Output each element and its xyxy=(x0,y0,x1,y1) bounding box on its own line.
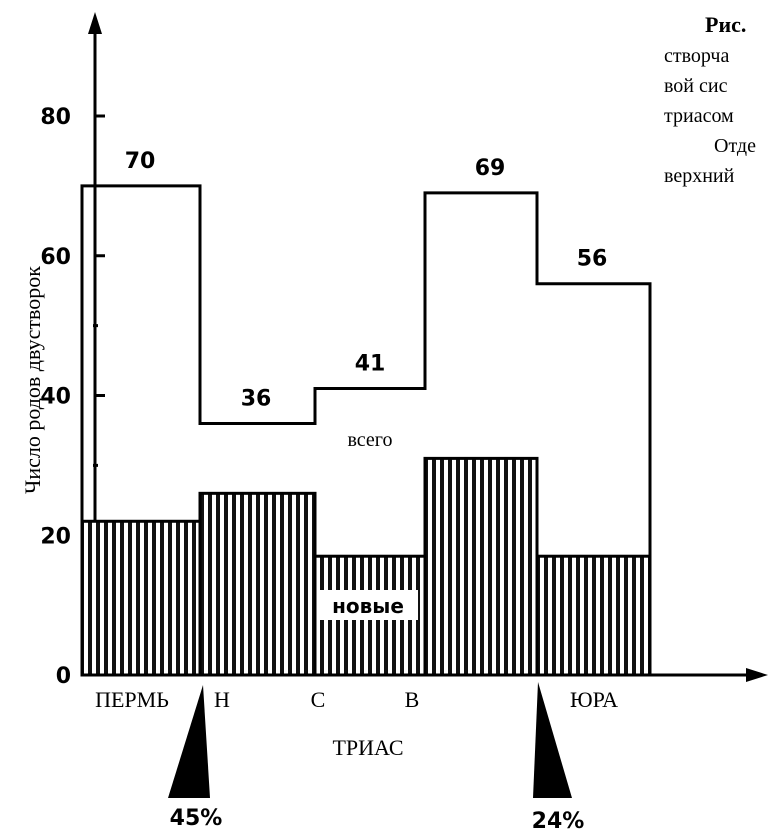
y-tick-label-40: 40 xyxy=(40,385,71,410)
extinction-label-0: 45% xyxy=(170,806,223,831)
extinction-wedge-1 xyxy=(533,682,572,798)
extinction-label-1: 24% xyxy=(532,809,585,832)
y-tick-label-20: 20 xyxy=(40,524,71,549)
new-genera-bar-1 xyxy=(198,491,317,677)
caption-line-1: створча xyxy=(664,45,729,67)
y-tick-label-80: 80 xyxy=(40,105,71,130)
extinction-markers: 45% 24% xyxy=(168,682,584,832)
caption-line-5: верхний xyxy=(664,165,735,187)
new-genera-bar-0 xyxy=(80,519,202,677)
category-label-1: Н xyxy=(214,687,230,712)
total-value-label-1: 36 xyxy=(241,386,272,411)
category-label-3: В xyxy=(405,687,420,712)
caption-fig: Рис. xyxy=(705,12,746,37)
total-value-labels: 70 36 41 69 56 xyxy=(125,149,608,412)
caption-fragments: Рис. створча вой сис триасом Отде верхни… xyxy=(664,12,756,187)
period-label: ТРИАС xyxy=(332,735,403,760)
category-label-5: ЮРА xyxy=(570,687,618,712)
total-genera-step xyxy=(80,184,652,675)
extinction-wedge-0 xyxy=(168,685,210,798)
y-axis-arrow xyxy=(88,12,102,34)
total-value-label-2: 41 xyxy=(355,352,386,377)
total-genera-line xyxy=(80,184,652,675)
y-tick-label-0: 0 xyxy=(56,664,71,689)
y-ticks: 0 20 40 60 80 xyxy=(40,105,105,689)
y-axis-label: Число родов двустворок xyxy=(20,266,45,494)
caption-line-2: вой сис xyxy=(664,75,728,97)
new-genera-bar-4 xyxy=(535,554,652,677)
new-genera-bar-3 xyxy=(423,456,539,677)
category-label-2: С xyxy=(311,687,326,712)
series-label-total: всего xyxy=(347,429,392,451)
series-label-new: новые xyxy=(332,594,404,618)
x-axis-arrow xyxy=(746,668,768,682)
total-value-label-3: 69 xyxy=(475,156,506,181)
total-value-label-0: 70 xyxy=(125,149,156,174)
category-labels: ПЕРМЬ Н С В ЮРА xyxy=(95,687,618,712)
category-label-0: ПЕРМЬ xyxy=(95,687,169,712)
total-value-label-4: 56 xyxy=(577,247,608,272)
caption-line-3: триасом xyxy=(664,105,734,127)
new-genera-bars xyxy=(80,456,652,677)
caption-line-4: Отде xyxy=(714,135,756,157)
y-tick-label-60: 60 xyxy=(40,245,71,270)
series-label-new-bg xyxy=(318,590,418,620)
